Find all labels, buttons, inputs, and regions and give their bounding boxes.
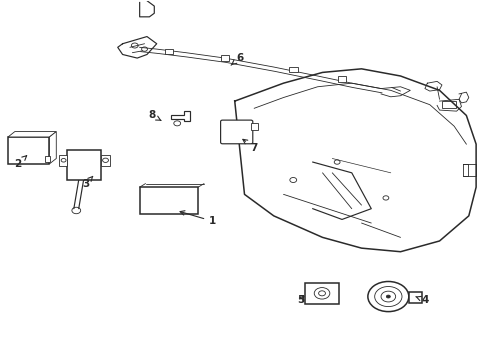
Text: 6: 6 [231, 53, 243, 65]
Text: 3: 3 [82, 176, 93, 189]
Bar [164, 49, 173, 54]
Text: 5: 5 [296, 295, 304, 305]
Text: 4: 4 [415, 295, 427, 305]
Bar [59, 155, 66, 166]
Text: 2: 2 [14, 156, 27, 169]
Circle shape [386, 295, 389, 298]
Bar [305, 283, 338, 304]
Text: 8: 8 [148, 111, 161, 121]
Polygon shape [140, 187, 198, 214]
Bar [44, 156, 50, 162]
Bar [337, 76, 346, 82]
Bar [288, 67, 297, 72]
Bar [101, 155, 110, 166]
Polygon shape [8, 132, 56, 137]
Polygon shape [171, 111, 189, 121]
Polygon shape [49, 132, 56, 164]
Bar [8, 137, 49, 164]
Bar [441, 101, 455, 108]
Bar [250, 123, 258, 130]
Text: 1: 1 [180, 211, 216, 226]
FancyBboxPatch shape [220, 120, 252, 144]
Text: 7: 7 [243, 139, 257, 153]
Bar [408, 292, 422, 303]
Bar [220, 55, 229, 60]
Bar [66, 149, 101, 180]
